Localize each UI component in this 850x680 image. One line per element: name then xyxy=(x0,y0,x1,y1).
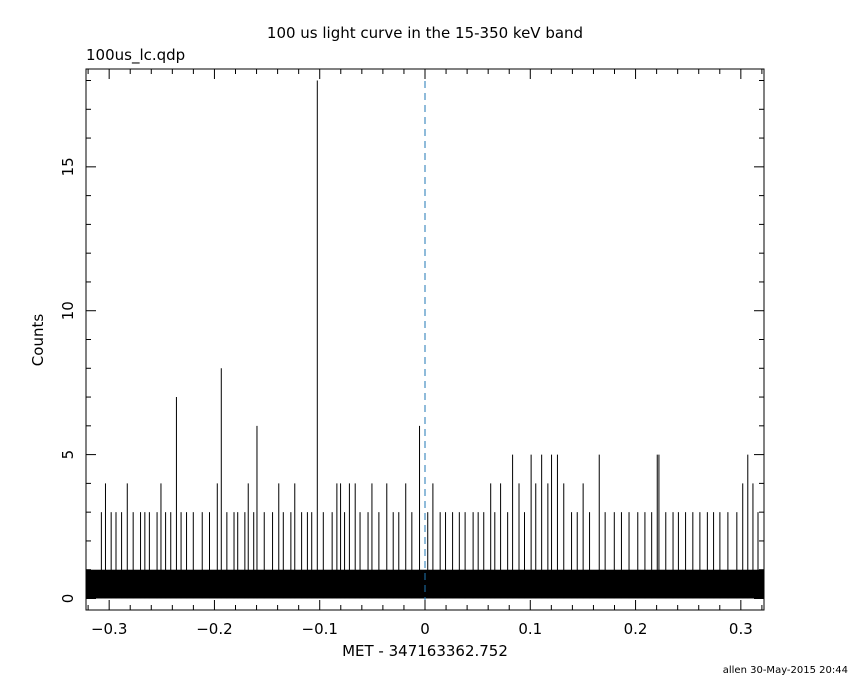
x-axis-label: MET - 347163362.752 xyxy=(342,642,508,660)
x-tick-label: 0.3 xyxy=(729,620,753,638)
chart-title: 100 us light curve in the 15-350 keV ban… xyxy=(267,24,583,42)
y-tick-label: 0 xyxy=(59,594,77,604)
chart-subtitle: 100us_lc.qdp xyxy=(86,46,185,65)
y-axis-label: Counts xyxy=(29,314,47,367)
x-tick-label: 0.1 xyxy=(518,620,542,638)
x-tick-label: −0.3 xyxy=(91,620,127,638)
y-tick-label: 10 xyxy=(59,301,77,320)
x-tick-label: −0.2 xyxy=(196,620,232,638)
footer-stamp: allen 30-May-2015 20:44 xyxy=(723,665,848,676)
x-tick-label: 0 xyxy=(420,620,430,638)
y-tick-label: 15 xyxy=(59,157,77,176)
x-tick-label: 0.2 xyxy=(624,620,648,638)
axis-ticks: −0.3 −0.2 −0.1 0 0.1 0.2 0.3 0 5 10 15 xyxy=(59,69,764,638)
y-tick-label: 5 xyxy=(59,450,77,460)
x-tick-label: −0.1 xyxy=(302,620,338,638)
